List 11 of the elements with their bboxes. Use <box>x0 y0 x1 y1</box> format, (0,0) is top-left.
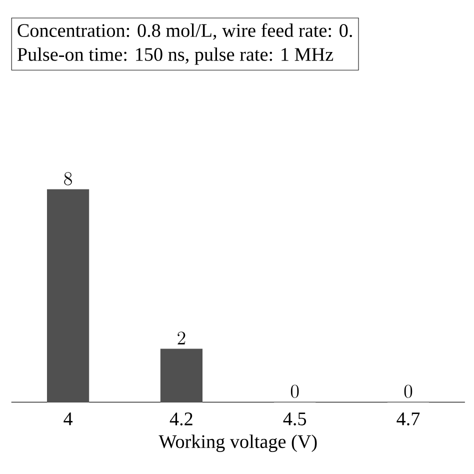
data-label: 0 <box>404 384 412 398</box>
text: Pulse-on time: 150 ns, pulse rate: 1 MHz <box>17 47 334 65</box>
data-label: 0 <box>290 384 299 398</box>
x-tick-label: 4.5 <box>283 412 306 426</box>
data-label: 2 <box>178 332 186 344</box>
data-label: 8 <box>64 172 72 186</box>
text: Concentration: 0.8 mol/L, wire feed rate: 0. <box>18 23 352 40</box>
x-tick-label: 4.2 <box>170 412 192 426</box>
x-tick-label: 4 <box>64 412 73 426</box>
x-axis-title: Working voltage (V) <box>158 434 317 452</box>
x-tick-label: 4.7 <box>396 412 420 426</box>
